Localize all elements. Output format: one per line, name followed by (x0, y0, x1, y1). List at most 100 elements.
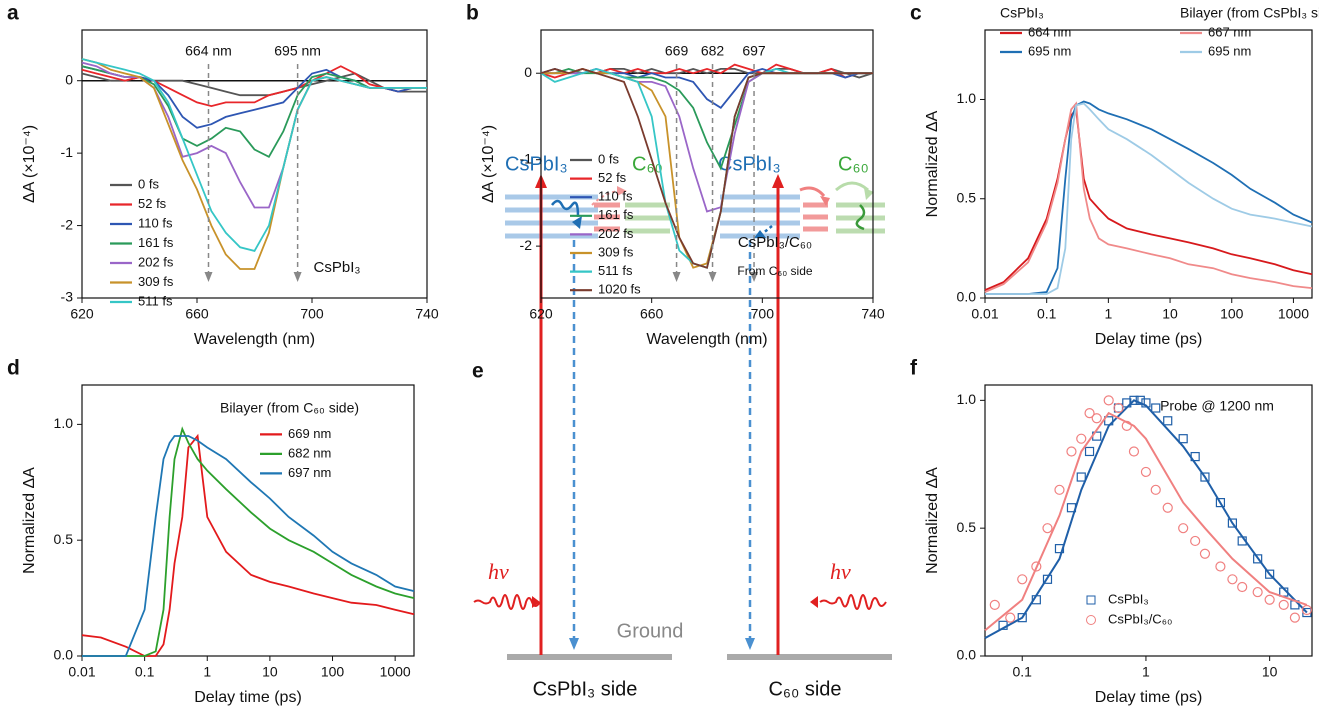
x-tick-label: 700 (751, 306, 775, 322)
data-point (1054, 484, 1065, 495)
acceptor-label: C₆₀ (838, 153, 869, 175)
legend-label: 110 fs (138, 215, 173, 230)
data-point (1031, 561, 1042, 572)
legend-label: 511 fs (598, 263, 633, 278)
panel-label: c (910, 2, 922, 25)
x-tick-label: 10 (1162, 306, 1178, 322)
series-line (82, 435, 415, 657)
plot-frame (984, 29, 1313, 299)
x-tick-label: 0.01 (971, 306, 998, 322)
band-lines (505, 194, 800, 239)
data-point (1265, 569, 1275, 579)
data-point (1103, 395, 1114, 406)
arrow-head (293, 272, 302, 282)
series-line (984, 107, 1313, 291)
legend-label: CsPbI₃/C₆₀ (1108, 611, 1172, 626)
legend-label: 697 nm (288, 465, 331, 480)
y-axis-label: ΔA (×10⁻⁴) (480, 125, 497, 203)
series-line (81, 58, 427, 252)
x-tick-label: 100 (321, 664, 345, 680)
note: CsPbI₃/C₆₀ (738, 234, 812, 251)
fit-line (984, 411, 1308, 632)
data-point (1084, 446, 1095, 457)
data-point (1140, 466, 1152, 478)
legend-label: 0 fs (598, 151, 619, 166)
y-tick-label: 0 (65, 71, 73, 87)
y-tick-label: 0.0 (957, 647, 977, 663)
x-tick-label: 100 (1220, 306, 1244, 322)
y-axis-label: ΔA (×10⁻⁴) (21, 125, 38, 203)
x-tick-label: 740 (861, 306, 885, 322)
note: From C₆₀ side (737, 264, 812, 278)
y-tick-label: 1.0 (957, 90, 977, 106)
x-axis-label: Delay time (ps) (194, 689, 302, 706)
y-tick-label: -2 (61, 216, 74, 232)
panel: b 620 660 700 740 0 -1 -2 Wavelength (nm) ΔA (×10… (466, 2, 885, 349)
series-line (985, 102, 1313, 295)
side-caption: C₆₀ side (768, 678, 841, 700)
legend-label: 161 fs (138, 235, 174, 250)
diagram: e CsPbI₃ C₆₀ CsPbI₃ C₆₀ hν hν Ground CsP… (472, 153, 892, 700)
legend-label: 695 nm (1028, 43, 1071, 58)
series-line (540, 67, 873, 269)
data-point (1017, 574, 1028, 585)
legend-label: 202 fs (598, 226, 634, 241)
arrow-head (708, 272, 717, 282)
legend-label: 664 nm (1028, 24, 1071, 39)
y-tick-label: -2 (520, 237, 533, 253)
x-tick-label: 1 (203, 664, 211, 680)
data-point (1215, 561, 1226, 572)
y-tick-label: -1 (520, 150, 533, 166)
data-point (1278, 599, 1289, 610)
annotation-label: 682 (701, 43, 725, 59)
x-tick-label: 660 (640, 306, 664, 322)
acceptor-bands (594, 202, 828, 232)
legend-label: 695 nm (1208, 43, 1251, 58)
x-tick-label: 1 (1142, 664, 1150, 680)
annotation-label: 695 nm (274, 43, 321, 59)
panel-label: f (910, 357, 918, 380)
x-tick-label: 620 (70, 306, 94, 322)
data-point (1091, 413, 1102, 424)
x-tick-label: 620 (529, 306, 553, 322)
material-label: CsPbI₃ (505, 153, 568, 175)
data-point (1076, 433, 1087, 444)
data-point (1084, 408, 1095, 419)
side-caption: CsPbI₃ side (533, 678, 638, 700)
material-label: CsPbI₃ (718, 153, 781, 175)
arrow-head (750, 272, 759, 282)
data-point (1190, 535, 1201, 547)
excitation-label: hν (488, 559, 509, 584)
panel: a 620 660 700 740 0 -1 -2 -3 Wavelength (nm) ΔA (×… (7, 2, 439, 349)
series-line (81, 65, 427, 158)
legend-title: Bilayer (from CsPbI₃ side) (1180, 5, 1319, 21)
legend-label: 309 fs (598, 244, 634, 259)
annotation-label: 664 nm (185, 43, 232, 59)
y-tick-label: 0 (524, 64, 532, 80)
data-point (1128, 446, 1140, 457)
annotation-label: 669 (665, 43, 689, 59)
series-line (541, 67, 873, 171)
annotation-label: 697 (742, 43, 766, 59)
x-axis-label: Delay time (ps) (1095, 689, 1203, 706)
y-tick-label: 0.5 (957, 189, 977, 205)
ground-label: Ground (617, 620, 684, 642)
y-tick-label: -1 (61, 144, 74, 160)
data-point (989, 599, 1000, 610)
data-point (1076, 472, 1086, 482)
y-tick-label: 1.0 (957, 391, 977, 407)
legend-label: 52 fs (598, 170, 627, 185)
data-point (1163, 416, 1173, 426)
y-tick-label: -3 (61, 289, 74, 305)
data-point (1178, 434, 1188, 444)
x-tick-label: 0.1 (1037, 306, 1057, 322)
x-tick-label: 10 (1262, 664, 1278, 680)
plot-frame (540, 29, 874, 299)
x-tick-label: 0.01 (68, 664, 95, 680)
series-line (985, 100, 1313, 295)
excitation-label: hν (830, 559, 851, 584)
series-line (81, 58, 427, 270)
legend-label: 52 fs (138, 196, 167, 211)
data-point (1151, 403, 1161, 413)
